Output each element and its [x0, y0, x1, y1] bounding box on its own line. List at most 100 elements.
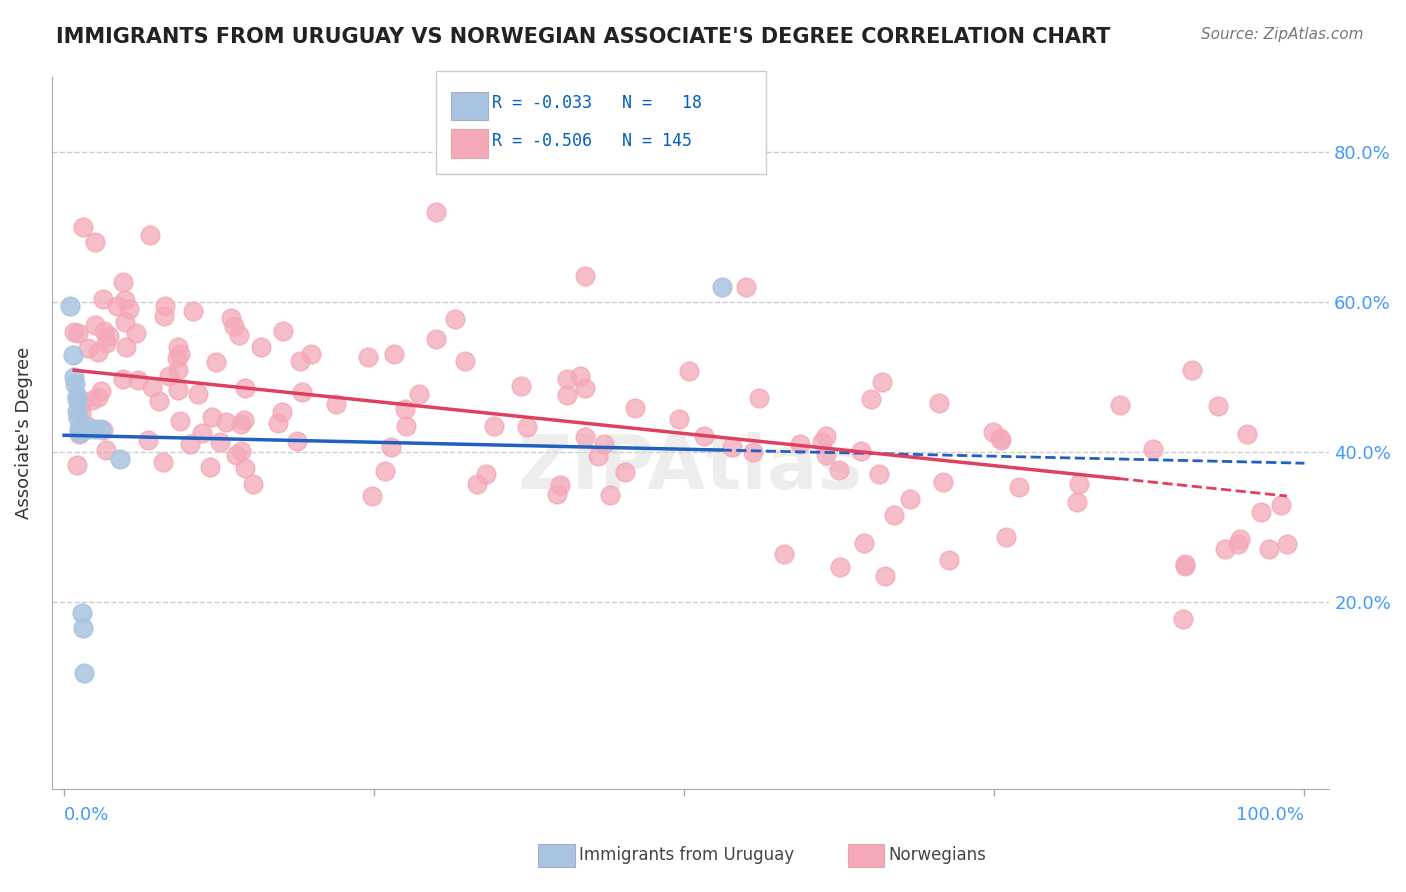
Point: [169, 347, 191, 361]
Point: [938, 553, 960, 567]
Point: [233, 413, 256, 427]
Point: [108, 452, 131, 467]
Point: [222, 319, 245, 334]
Point: [285, 434, 308, 449]
Point: [1008, 480, 1031, 494]
Point: [1109, 398, 1132, 412]
Point: [873, 569, 896, 583]
Point: [153, 299, 176, 313]
Point: [1174, 557, 1197, 571]
Point: [138, 228, 160, 243]
Point: [125, 326, 148, 341]
Point: [231, 417, 253, 432]
Point: [721, 440, 744, 454]
Point: [482, 418, 505, 433]
Point: [63, 325, 86, 339]
Text: Immigrants from Uruguay: Immigrants from Uruguay: [579, 847, 794, 864]
Point: [191, 426, 214, 441]
Point: [72, 220, 94, 235]
Y-axis label: Associate's Degree: Associate's Degree: [15, 347, 32, 519]
Point: [136, 433, 159, 447]
Point: [87, 390, 110, 404]
Point: [574, 269, 596, 284]
Point: [382, 347, 405, 361]
Text: 100.0%: 100.0%: [1236, 806, 1305, 824]
Point: [215, 415, 238, 429]
Point: [546, 487, 568, 501]
Point: [115, 341, 138, 355]
Point: [290, 354, 312, 368]
Point: [928, 396, 950, 410]
Text: IMMIGRANTS FROM URUGUAY VS NORWEGIAN ASSOCIATE'S DEGREE CORRELATION CHART: IMMIGRANTS FROM URUGUAY VS NORWEGIAN ASS…: [56, 27, 1111, 46]
Point: [91, 423, 114, 437]
Point: [1236, 426, 1258, 441]
Point: [153, 309, 176, 323]
Point: [229, 444, 252, 458]
Point: [988, 431, 1011, 445]
Point: [588, 449, 610, 463]
Point: [811, 435, 834, 450]
Point: [200, 409, 222, 424]
Point: [380, 440, 402, 454]
Point: [1066, 494, 1088, 508]
Point: [77, 341, 100, 355]
Point: [678, 364, 700, 378]
Point: [65, 403, 87, 417]
Point: [613, 465, 636, 479]
Point: [198, 460, 221, 475]
Point: [853, 535, 876, 549]
Point: [167, 384, 190, 398]
Point: [325, 397, 347, 411]
Point: [114, 293, 136, 307]
Point: [70, 606, 93, 620]
Point: [219, 310, 242, 325]
Point: [97, 329, 120, 343]
Point: [299, 347, 322, 361]
Point: [693, 429, 716, 443]
Point: [599, 488, 621, 502]
Point: [157, 369, 180, 384]
Text: Norwegians: Norwegians: [889, 847, 987, 864]
Point: [75, 417, 97, 432]
Point: [1171, 612, 1194, 626]
Point: [291, 384, 314, 399]
Point: [789, 437, 811, 451]
Text: R = -0.033   N =   18: R = -0.033 N = 18: [492, 94, 702, 112]
Point: [516, 420, 538, 434]
Point: [90, 384, 112, 398]
Point: [114, 315, 136, 329]
Point: [574, 430, 596, 444]
Point: [990, 434, 1012, 448]
Point: [425, 205, 447, 219]
Point: [1275, 537, 1298, 551]
Point: [84, 422, 107, 436]
Point: [267, 417, 290, 431]
Point: [395, 418, 418, 433]
Point: [1067, 477, 1090, 491]
Point: [868, 467, 890, 481]
Point: [830, 560, 852, 574]
Point: [1258, 542, 1281, 557]
Point: [65, 392, 87, 407]
Point: [250, 340, 273, 354]
Point: [465, 477, 488, 491]
Point: [1213, 542, 1236, 557]
Point: [555, 372, 578, 386]
Point: [981, 425, 1004, 440]
Point: [72, 621, 94, 635]
Point: [1226, 536, 1249, 550]
Point: [166, 351, 188, 366]
Point: [361, 489, 384, 503]
Point: [105, 298, 128, 312]
Point: [152, 455, 174, 469]
Point: [67, 422, 90, 436]
Point: [148, 393, 170, 408]
Point: [91, 292, 114, 306]
Point: [141, 380, 163, 394]
Point: [444, 311, 467, 326]
Point: [209, 435, 232, 450]
Point: [1174, 558, 1197, 573]
Point: [859, 392, 882, 406]
Point: [748, 391, 770, 405]
Point: [94, 442, 117, 457]
